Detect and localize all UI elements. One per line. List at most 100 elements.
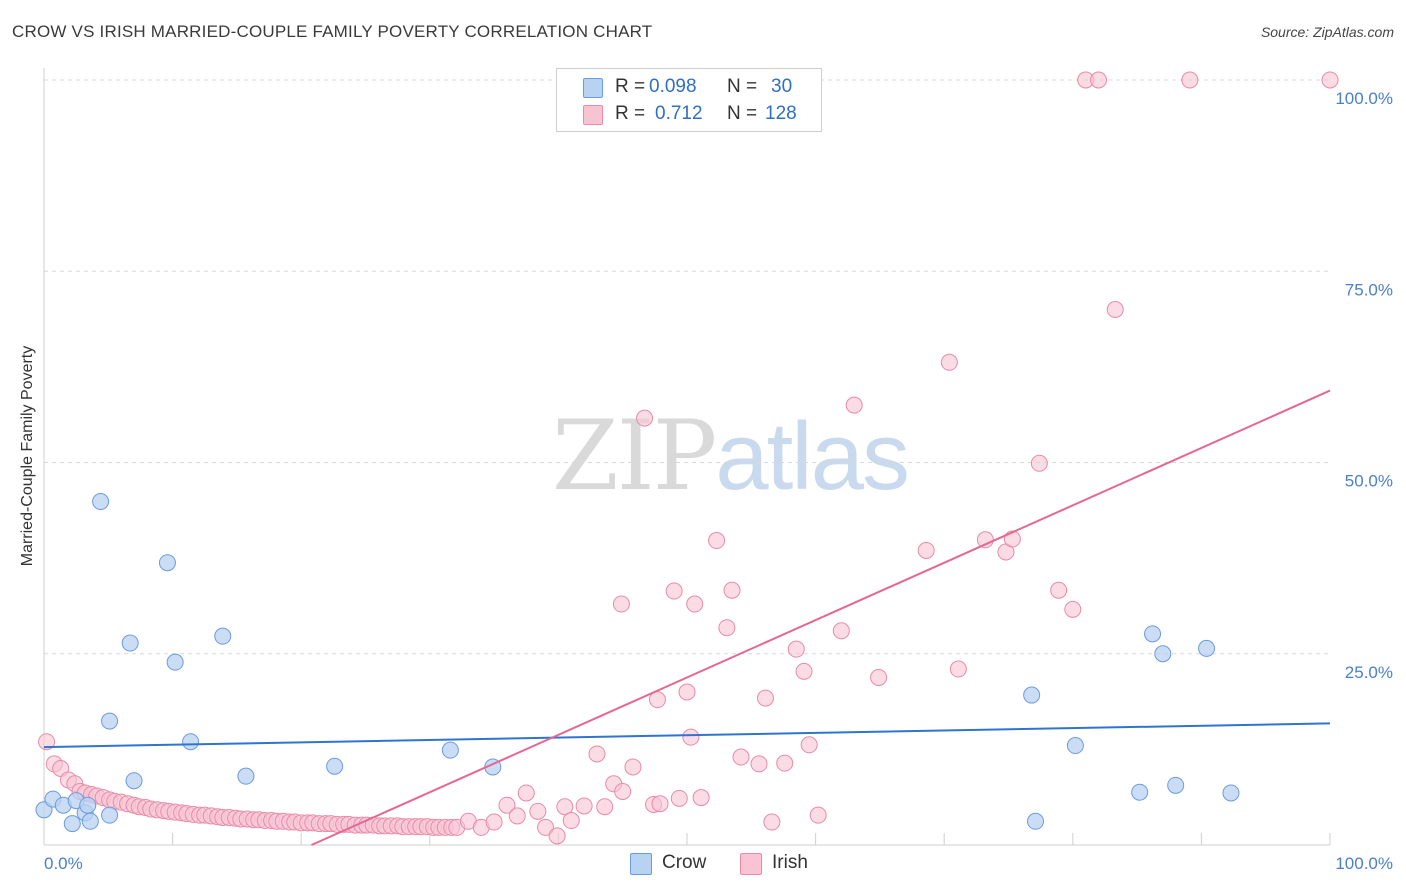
crow-point bbox=[125, 772, 143, 790]
correlation-legend: R = 0.098 N = 30 R = 0.712 N = 128 bbox=[556, 68, 822, 132]
irish-point bbox=[596, 798, 614, 816]
irish-point bbox=[1090, 71, 1108, 89]
irish-point bbox=[832, 622, 850, 640]
crow-point bbox=[63, 815, 81, 833]
irish-point bbox=[732, 748, 750, 766]
irish-point bbox=[651, 795, 669, 813]
irish-point bbox=[692, 789, 710, 807]
watermark: ZIPatlas bbox=[552, 400, 910, 512]
irish-swatch bbox=[583, 105, 603, 125]
crow-point bbox=[182, 733, 200, 751]
irish-point bbox=[787, 640, 805, 658]
irish-point bbox=[949, 660, 967, 678]
irish-point bbox=[795, 662, 813, 680]
irish-point bbox=[800, 736, 818, 754]
crow-r-value: 0.098 bbox=[649, 76, 697, 97]
irish-point bbox=[508, 807, 526, 825]
crow-point bbox=[166, 653, 184, 671]
crow-point bbox=[1222, 784, 1240, 802]
y-tick-label: 50.0% bbox=[1345, 472, 1393, 491]
y-tick-label: 100.0% bbox=[1335, 89, 1393, 108]
irish-point bbox=[1030, 454, 1048, 472]
irish-r-value: 0.712 bbox=[655, 103, 703, 124]
irish-point bbox=[682, 728, 700, 746]
irish-point bbox=[1050, 581, 1068, 599]
crow-point bbox=[101, 712, 119, 730]
chart-title: CROW VS IRISH MARRIED-COUPLE FAMILY POVE… bbox=[12, 22, 653, 41]
crow-point bbox=[441, 741, 459, 759]
crow-point bbox=[1154, 645, 1172, 663]
irish-point bbox=[517, 784, 535, 802]
crow-legend-label: Crow bbox=[662, 852, 707, 873]
crow-point bbox=[326, 757, 344, 775]
crow-point bbox=[92, 493, 110, 511]
irish-point bbox=[670, 789, 688, 807]
irish-point bbox=[665, 582, 683, 600]
irish-point bbox=[870, 668, 888, 686]
irish-point bbox=[763, 813, 781, 831]
crow-point bbox=[121, 634, 139, 652]
crow-point bbox=[81, 812, 99, 830]
source-credit: Source: ZipAtlas.com bbox=[1260, 24, 1394, 40]
irish-point bbox=[537, 818, 555, 836]
crow-point bbox=[214, 627, 232, 645]
x-tick-label: 100.0% bbox=[1335, 854, 1393, 873]
irish-point bbox=[809, 806, 827, 824]
y-tick-label: 75.0% bbox=[1345, 280, 1393, 299]
irish-point bbox=[38, 733, 56, 751]
irish-point bbox=[686, 595, 704, 613]
irish-point bbox=[636, 409, 654, 427]
irish-point bbox=[1064, 600, 1082, 618]
irish-legend-swatch bbox=[740, 853, 762, 875]
crow-point bbox=[1023, 686, 1041, 704]
irish-point bbox=[845, 396, 863, 414]
irish-point bbox=[612, 595, 630, 613]
crow-trend-line bbox=[43, 722, 1331, 749]
irish-point bbox=[485, 813, 503, 831]
irish-point bbox=[588, 745, 606, 763]
x-tick-label: 0.0% bbox=[44, 854, 83, 873]
crow-point bbox=[1066, 737, 1084, 755]
irish-legend-label: Irish bbox=[772, 852, 808, 873]
irish-point bbox=[575, 797, 593, 815]
irish-trend-line bbox=[311, 389, 1331, 846]
irish-n-value: 128 bbox=[765, 103, 797, 124]
crow-point bbox=[1198, 639, 1216, 657]
crow-point bbox=[237, 767, 255, 785]
crow-point bbox=[1144, 625, 1162, 643]
irish-point bbox=[562, 812, 580, 830]
watermark-zip: ZIP bbox=[552, 400, 717, 512]
crow-point bbox=[1167, 776, 1185, 794]
irish-point bbox=[1181, 71, 1199, 89]
irish-point bbox=[723, 581, 741, 599]
crow-n-label: N = bbox=[727, 76, 758, 97]
crow-swatch bbox=[583, 78, 603, 98]
irish-point bbox=[678, 683, 696, 701]
irish-point bbox=[1321, 71, 1339, 89]
crow-point bbox=[158, 554, 176, 572]
irish-point bbox=[750, 755, 768, 773]
irish-point bbox=[614, 782, 632, 800]
watermark-atlas: atlas bbox=[715, 403, 910, 510]
irish-r-label: R = bbox=[615, 103, 646, 124]
irish-point bbox=[529, 802, 547, 820]
irish-point bbox=[548, 827, 566, 845]
irish-point bbox=[776, 754, 794, 772]
crow-r-label: R = bbox=[615, 76, 646, 97]
irish-point bbox=[1106, 301, 1124, 318]
irish-point bbox=[498, 796, 516, 814]
irish-point bbox=[624, 758, 642, 776]
crow-point bbox=[101, 806, 119, 824]
crow-point bbox=[79, 796, 97, 814]
irish-point bbox=[556, 798, 574, 816]
irish-point bbox=[940, 353, 958, 371]
irish-point bbox=[718, 619, 736, 637]
irish-point bbox=[708, 532, 726, 550]
y-tick-label: 25.0% bbox=[1345, 663, 1393, 682]
irish-point bbox=[756, 689, 774, 707]
irish-n-label: N = bbox=[727, 103, 758, 124]
crow-point bbox=[1027, 812, 1045, 830]
crow-point bbox=[1131, 783, 1149, 801]
crow-n-value: 30 bbox=[771, 76, 793, 97]
